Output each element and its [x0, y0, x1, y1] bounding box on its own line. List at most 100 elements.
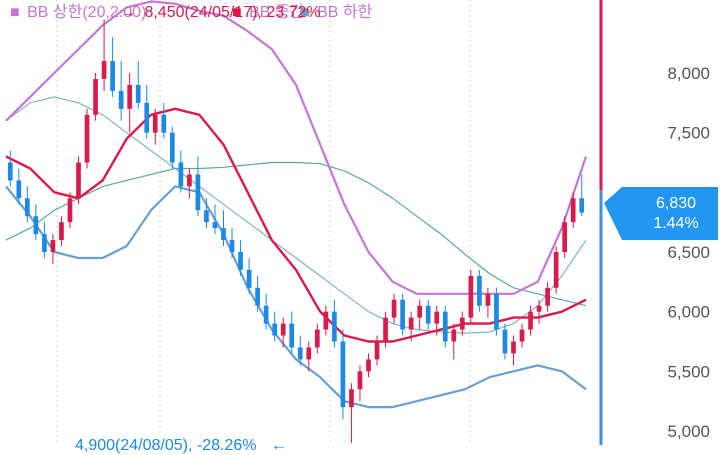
candle [169, 126, 175, 169]
candle [212, 204, 218, 235]
high-annotation: → 8,450(24/05/17), 23.72% [120, 4, 321, 21]
candle [127, 73, 133, 133]
candle-body [152, 114, 158, 133]
candle-body [459, 317, 465, 330]
candle [16, 168, 22, 205]
candle-body [59, 222, 64, 241]
candle-body [374, 341, 380, 360]
candle [289, 311, 295, 354]
candle-body [238, 252, 243, 270]
candle-body [33, 216, 39, 235]
candle [442, 305, 448, 348]
bb-lower-line [5, 185, 587, 409]
legend-upper-label: BB 상한(20,2.00) [27, 3, 146, 21]
candle [536, 299, 542, 324]
candle-body [425, 305, 431, 324]
candle-body [383, 317, 388, 342]
bb-mid-line [5, 107, 587, 343]
high-annotation-arrow: → [120, 4, 136, 21]
candle-body [545, 287, 550, 306]
candle [306, 341, 312, 372]
candle [553, 246, 559, 294]
candle [280, 317, 286, 348]
candle [93, 73, 98, 121]
candle [519, 323, 525, 348]
legend-lower-marker: ■ [300, 4, 310, 21]
candle [434, 305, 440, 336]
legend-upper-marker: ■ [10, 4, 20, 21]
candle-body [442, 311, 448, 342]
candle-body [212, 222, 218, 229]
legend-mid-label: BB 중간 [249, 3, 305, 21]
candle [570, 192, 576, 229]
candle-body [562, 222, 568, 252]
candle-body [332, 311, 337, 342]
candle-body [93, 78, 98, 115]
candle [50, 234, 56, 264]
candle [528, 305, 533, 336]
candle [7, 150, 13, 187]
candle-body [7, 162, 13, 181]
candle-body [340, 341, 346, 408]
candle-body [272, 323, 278, 336]
candle-body [229, 240, 235, 252]
current-price-value: 6,830 [656, 195, 696, 212]
candle-body [221, 228, 226, 241]
candle-body [536, 305, 542, 312]
candle [195, 156, 201, 217]
candle [101, 19, 107, 91]
candle [33, 204, 39, 241]
current-price-badge-shape [604, 187, 718, 240]
candle-body [511, 341, 516, 354]
candle [485, 287, 491, 318]
y-tick-label: 6,500 [667, 243, 710, 262]
candle [76, 156, 81, 205]
candle [400, 293, 405, 336]
candle [59, 216, 64, 247]
candle-body [144, 102, 150, 133]
candle [272, 311, 278, 342]
indicator-lines [5, 0, 588, 409]
candle [332, 299, 337, 348]
candle [110, 37, 115, 97]
candle [135, 61, 141, 109]
current-price-badge: 6,830 1.44% [604, 187, 718, 240]
candle-body [485, 293, 491, 306]
candles [7, 19, 585, 443]
candle-body [178, 162, 184, 187]
current-price-change: 1.44% [653, 215, 698, 232]
candle [391, 293, 397, 324]
candle [425, 299, 431, 330]
candle-body [101, 61, 107, 79]
legend-mid-marker: ■ [232, 4, 242, 21]
candle-body [67, 198, 73, 223]
candle [263, 293, 269, 330]
candle [152, 108, 158, 145]
candle [24, 186, 30, 223]
legend-mid: ■ BB 중간 [232, 3, 305, 21]
candle [187, 168, 192, 199]
low-annotation-text: 4,900(24/08/05), -28.26% [75, 437, 256, 454]
candle [238, 240, 243, 276]
candle-body [195, 174, 201, 211]
ma-long-line [5, 161, 587, 307]
candle-body [408, 317, 414, 330]
candle [374, 335, 380, 366]
candle-body [553, 252, 559, 288]
candle [468, 269, 474, 324]
legend-lower-label: BB 하한 [317, 3, 373, 21]
candle [246, 257, 252, 294]
candle [545, 281, 550, 312]
candle-body [84, 114, 90, 163]
candle [511, 335, 516, 366]
candle-body [400, 299, 405, 330]
low-annotation-arrow: ← [271, 437, 287, 454]
candle-body [16, 180, 22, 199]
candle-body [280, 323, 286, 336]
candle-body [127, 84, 133, 109]
y-tick-label: 8,000 [667, 64, 710, 83]
candle-body [579, 198, 585, 213]
candle [67, 192, 73, 229]
y-tick-label: 5,500 [667, 362, 710, 381]
